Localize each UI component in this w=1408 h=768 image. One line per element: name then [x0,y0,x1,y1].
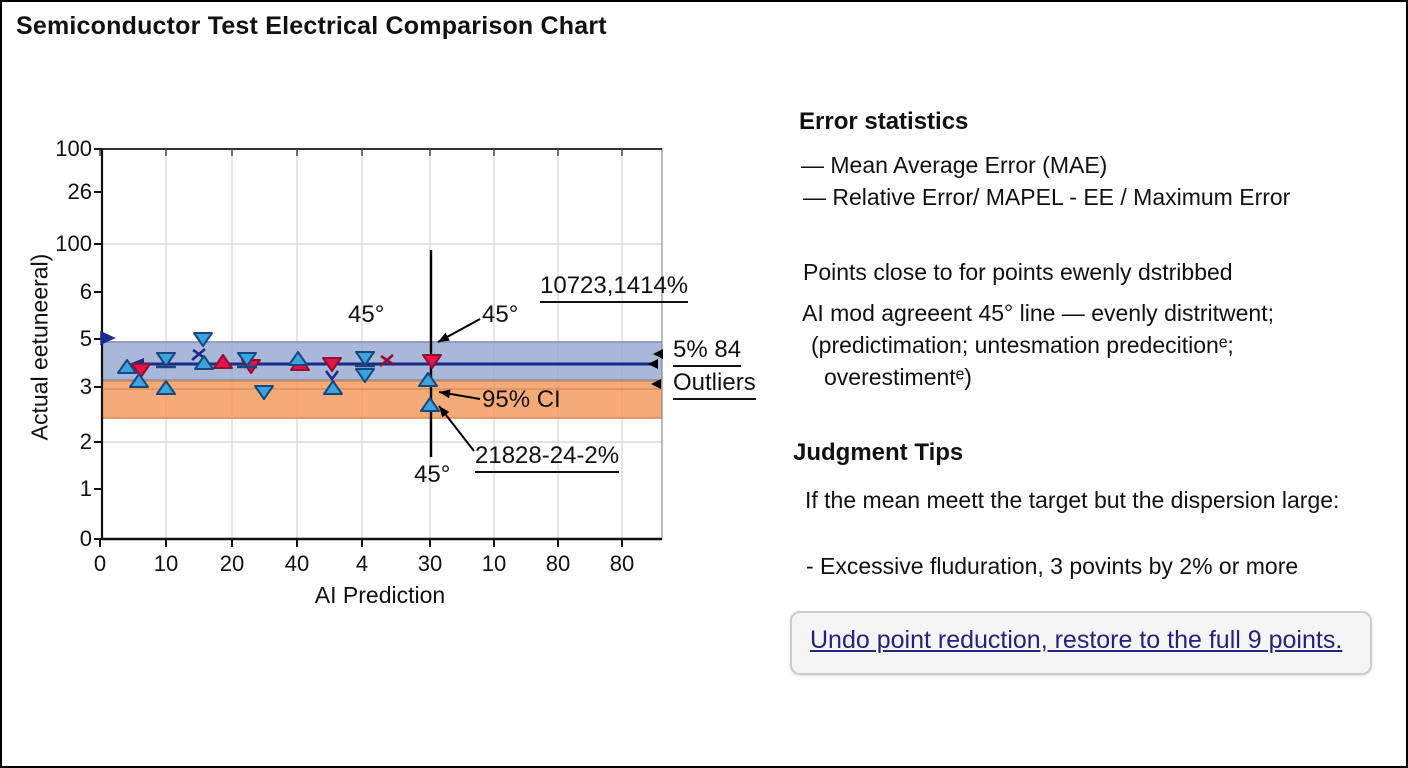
x-axis-title: AI Prediction [314,582,446,608]
judgment-tips-heading: Judgment Tips [793,439,964,466]
undo-point-reduction-button[interactable]: Undo point reduction, restore to the ful… [790,611,1372,675]
y-tick-label: 2 [79,429,92,454]
judgment-tip-line-2: - Excessive fluduration, 3 povints by 2%… [806,553,1299,579]
x-tick-label: 4 [355,551,369,576]
y-tick-label: 100 [55,136,92,161]
explanation-line-3: (predictimation; untesmation predecition… [811,332,1234,358]
y-tick-label: 3 [79,374,92,399]
x-tick-label: 20 [219,551,245,576]
judgment-tip-line-1: If the mean meett the target but the dis… [805,487,1340,513]
annotation-label: 45° [482,301,519,328]
x-tick-label: 0 [93,551,107,576]
x-tick-label: 80 [609,551,635,576]
y-tick-label: 1 [79,476,92,501]
x-tick-label: 10 [481,551,507,576]
annotation-label: 45° [414,461,451,488]
page-title: Semiconductor Test Electrical Comparison… [16,12,607,40]
explanation-line-1: Points close to for points ewenly dstrib… [803,259,1233,285]
x-tick-label: 30 [417,551,443,576]
y-tick-label: 0 [79,526,92,551]
error-stat-line-relative: — Relative Error/ MAPEL - EE / Maximum E… [803,184,1291,210]
error-statistics-heading: Error statistics [799,108,969,135]
y-tick-label: 5 [79,326,92,351]
annotation-label: 21828-24-2% [475,442,620,473]
annotation-label: 95% CI [482,386,561,413]
annotation-label: 45° [348,301,385,328]
error-stat-line-mae: — Mean Average Error (MAE) [801,152,1108,178]
x-tick-label: 10 [153,551,179,576]
undo-point-reduction-link[interactable]: Undo point reduction, restore to the ful… [810,626,1343,654]
y-tick-label: 100 [55,231,92,256]
y-tick-label: 26 [67,179,92,204]
annotation-label: Outliers [673,369,756,400]
y-tick-label: 6 [79,279,92,304]
x-tick-label: 40 [284,551,310,576]
explanation-line-2: AI mod agreeent 45° line — evenly distri… [802,300,1274,326]
x-tick-label: 80 [545,551,571,576]
annotation-label: 10723,1414% [540,272,689,303]
annotation-label: 5% 84 [673,336,742,367]
explanation-line-4: overestimentᵉ) [824,364,972,390]
